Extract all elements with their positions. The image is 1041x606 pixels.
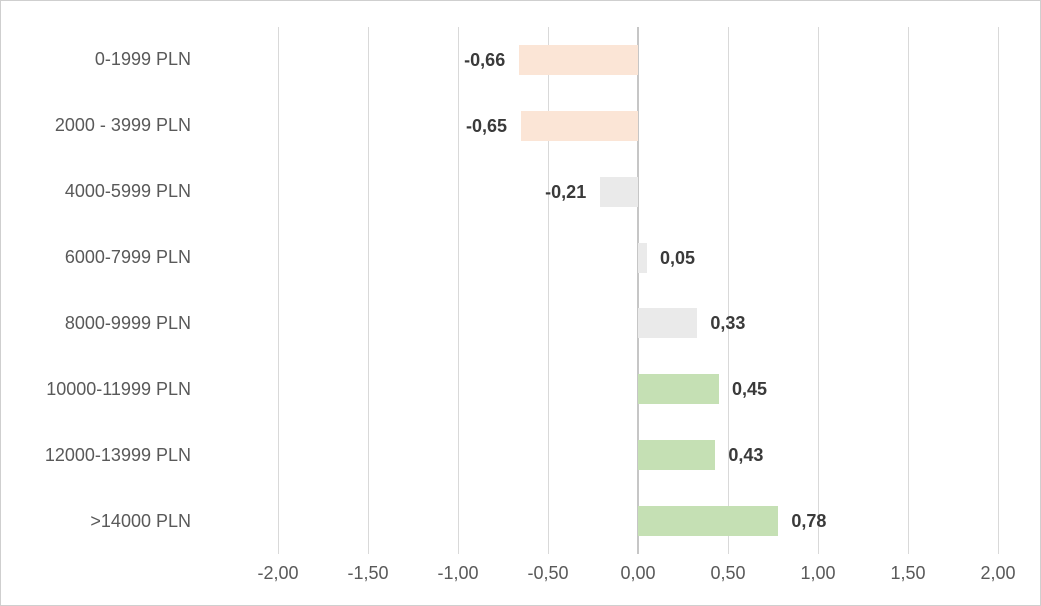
value-label: -0,66: [464, 49, 506, 70]
x-axis-tick-label: 1,50: [890, 563, 926, 583]
gridline: [727, 27, 729, 554]
x-axis-tick-label: -1,00: [437, 563, 479, 583]
chart-bar: [519, 44, 638, 75]
value-label: 0,45: [732, 379, 768, 400]
zero-axis-line: [637, 27, 639, 554]
category-label: 8000-9999 PLN: [64, 312, 191, 333]
gridline: [907, 27, 909, 554]
category-label: 0-1999 PLN: [94, 49, 191, 70]
chart-bar: [638, 440, 716, 471]
category-label: 12000-13999 PLN: [44, 444, 191, 465]
value-label: 0,05: [660, 247, 696, 268]
chart-bar: [521, 110, 638, 141]
value-label: 0,78: [791, 511, 827, 532]
category-label: 4000-5999 PLN: [64, 181, 191, 202]
x-axis-tick-label: -1,50: [347, 563, 389, 583]
chart-bar: [638, 242, 647, 273]
gridline: [817, 27, 819, 554]
value-label: -0,65: [465, 115, 507, 136]
gridline: [547, 27, 549, 554]
x-axis-tick-label: 1,00: [800, 563, 836, 583]
value-label: 0,33: [710, 313, 746, 334]
x-axis-tick-label: 0,50: [710, 563, 746, 583]
x-axis-tick-label: 0,00: [620, 563, 656, 583]
gridline: [997, 27, 999, 554]
chart-bar: [638, 506, 779, 537]
value-label: -0,21: [545, 181, 587, 202]
chart-bar: [600, 176, 638, 207]
value-label: 0,43: [728, 445, 764, 466]
x-axis-tick-label: 2,00: [980, 563, 1016, 583]
category-label: 2000 - 3999 PLN: [54, 115, 191, 136]
x-axis-tick-label: -0,50: [527, 563, 569, 583]
category-label: 10000-11999 PLN: [46, 378, 191, 399]
gridline: [367, 27, 369, 554]
chart-bar: [638, 374, 719, 405]
chart-bar: [638, 308, 698, 339]
category-label: >14000 PLN: [90, 510, 191, 531]
gridline: [457, 27, 459, 554]
x-axis-tick-label: -2,00: [257, 563, 299, 583]
gridline: [277, 27, 279, 554]
category-label: 6000-7999 PLN: [64, 247, 191, 268]
